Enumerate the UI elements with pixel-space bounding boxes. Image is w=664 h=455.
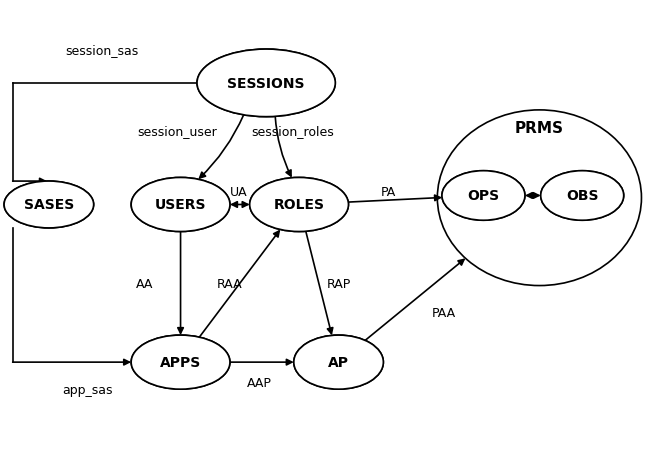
Text: PRMS: PRMS	[515, 121, 564, 136]
Text: OPS: OPS	[467, 189, 499, 203]
Ellipse shape	[131, 335, 230, 389]
Ellipse shape	[131, 335, 230, 389]
Ellipse shape	[293, 335, 383, 389]
Text: session_sas: session_sas	[65, 44, 139, 56]
Text: session_user: session_user	[137, 124, 217, 137]
Ellipse shape	[4, 182, 94, 228]
Text: OBS: OBS	[566, 189, 598, 203]
Text: ROLES: ROLES	[274, 198, 325, 212]
Text: AP: AP	[328, 355, 349, 369]
Ellipse shape	[4, 182, 94, 228]
Text: SASES: SASES	[24, 198, 74, 212]
Ellipse shape	[540, 172, 623, 221]
Ellipse shape	[131, 178, 230, 232]
Text: RAA: RAA	[217, 277, 243, 290]
Text: PAA: PAA	[432, 306, 456, 319]
Text: OPS: OPS	[467, 189, 499, 203]
Ellipse shape	[293, 335, 383, 389]
Text: AA: AA	[135, 277, 153, 290]
Text: ROLES: ROLES	[274, 198, 325, 212]
Text: AAP: AAP	[247, 376, 272, 389]
Text: app_sas: app_sas	[62, 383, 112, 396]
Ellipse shape	[442, 172, 525, 221]
Text: APPS: APPS	[160, 355, 201, 369]
Text: USERS: USERS	[155, 198, 207, 212]
Ellipse shape	[540, 172, 623, 221]
Ellipse shape	[197, 50, 335, 117]
Ellipse shape	[442, 172, 525, 221]
Ellipse shape	[131, 178, 230, 232]
Text: UA: UA	[230, 186, 247, 199]
Ellipse shape	[250, 178, 349, 232]
Text: USERS: USERS	[155, 198, 207, 212]
Text: SESSIONS: SESSIONS	[227, 77, 305, 91]
Text: AP: AP	[328, 355, 349, 369]
Text: OBS: OBS	[566, 189, 598, 203]
Text: SESSIONS: SESSIONS	[227, 77, 305, 91]
Text: PA: PA	[380, 186, 396, 199]
Ellipse shape	[250, 178, 349, 232]
Text: SASES: SASES	[24, 198, 74, 212]
Text: session_roles: session_roles	[251, 124, 334, 137]
Text: RAP: RAP	[327, 277, 351, 290]
Text: APPS: APPS	[160, 355, 201, 369]
Ellipse shape	[197, 50, 335, 117]
